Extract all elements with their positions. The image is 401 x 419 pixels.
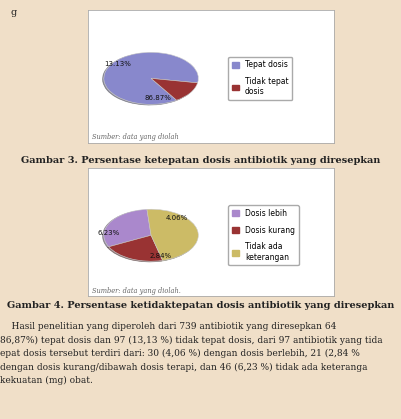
Text: g: g xyxy=(10,8,16,16)
Text: 4.06%: 4.06% xyxy=(166,215,188,221)
Text: epat dosis tersebut terdiri dari: 30 (4,06 %) dengan dosis berlebih, 21 (2,84 %: epat dosis tersebut terdiri dari: 30 (4,… xyxy=(0,349,359,358)
Wedge shape xyxy=(103,210,151,247)
Wedge shape xyxy=(151,78,197,100)
Legend: Tepat dosis, Tidak tepat
dosis: Tepat dosis, Tidak tepat dosis xyxy=(227,57,292,100)
Wedge shape xyxy=(103,52,198,104)
Text: 86,87%) tepat dosis dan 97 (13,13 %) tidak tepat dosis, dari 97 antibiotik yang : 86,87%) tepat dosis dan 97 (13,13 %) tid… xyxy=(0,336,382,344)
Text: 86.87%: 86.87% xyxy=(144,95,171,101)
Text: 6.23%: 6.23% xyxy=(97,230,119,235)
Text: 2.84%: 2.84% xyxy=(149,253,171,259)
Legend: Dosis lebih, Dosis kurang, Tidak ada
keterangan: Dosis lebih, Dosis kurang, Tidak ada ket… xyxy=(227,205,298,265)
Text: 13.13%: 13.13% xyxy=(104,61,131,67)
Text: Gambar 4. Persentase ketidaktepatan dosis antibiotik yang diresepkan: Gambar 4. Persentase ketidaktepatan dosi… xyxy=(7,300,394,310)
Wedge shape xyxy=(147,209,198,261)
Text: Hasil penelitian yang diperoleh dari 739 antibiotik yang diresepkan 64: Hasil penelitian yang diperoleh dari 739… xyxy=(0,322,336,331)
Wedge shape xyxy=(108,235,162,261)
Text: dengan dosis kurang/dibawah dosis terapi, dan 46 (6,23 %) tidak ada keteranga: dengan dosis kurang/dibawah dosis terapi… xyxy=(0,362,367,372)
Text: Sumber: data yang diolah: Sumber: data yang diolah xyxy=(92,133,178,141)
Text: kekuatan (mg) obat.: kekuatan (mg) obat. xyxy=(0,376,93,385)
Text: Sumber: data yang diolah.: Sumber: data yang diolah. xyxy=(92,287,180,295)
Text: Gambar 3. Persentase ketepatan dosis antibiotik yang diresepkan: Gambar 3. Persentase ketepatan dosis ant… xyxy=(21,155,380,165)
